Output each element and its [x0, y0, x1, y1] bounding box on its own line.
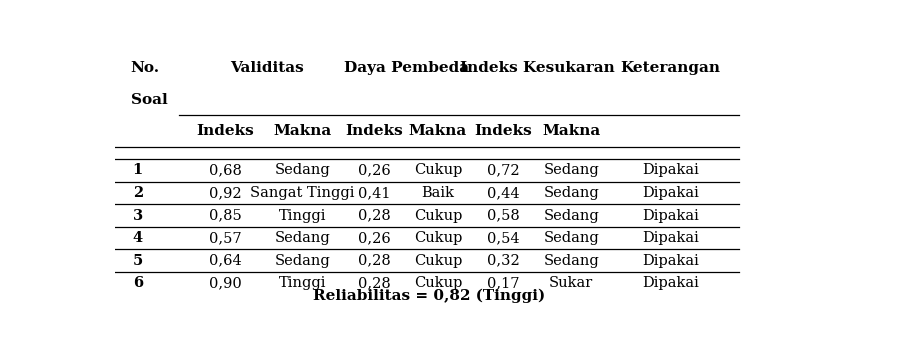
- Text: Dipakai: Dipakai: [641, 209, 698, 223]
- Text: Cukup: Cukup: [414, 164, 461, 177]
- Text: 0,17: 0,17: [487, 276, 519, 290]
- Text: 0,57: 0,57: [209, 231, 242, 245]
- Text: Cukup: Cukup: [414, 254, 461, 268]
- Text: Indeks: Indeks: [197, 124, 255, 138]
- Text: 0,90: 0,90: [209, 276, 242, 290]
- Text: Indeks Kesukaran: Indeks Kesukaran: [460, 61, 615, 75]
- Text: Makna: Makna: [273, 124, 331, 138]
- Text: 3: 3: [132, 209, 142, 223]
- Text: Baik: Baik: [421, 186, 454, 200]
- Text: 1: 1: [132, 164, 142, 177]
- Text: Sedang: Sedang: [543, 254, 598, 268]
- Text: Validitas: Validitas: [230, 61, 303, 75]
- Text: Keterangan: Keterangan: [619, 61, 720, 75]
- Text: 5: 5: [132, 254, 142, 268]
- Text: 0,44: 0,44: [487, 186, 519, 200]
- Text: Sedang: Sedang: [274, 231, 330, 245]
- Text: 0,85: 0,85: [209, 209, 242, 223]
- Text: 0,28: 0,28: [357, 276, 391, 290]
- Text: 0,64: 0,64: [209, 254, 242, 268]
- Text: Sedang: Sedang: [543, 231, 598, 245]
- Text: Cukup: Cukup: [414, 231, 461, 245]
- Text: Reliabilitas = 0,82 (Tinggi): Reliabilitas = 0,82 (Tinggi): [312, 289, 544, 303]
- Text: Makna: Makna: [541, 124, 600, 138]
- Text: Indeks: Indeks: [346, 124, 403, 138]
- Text: 0,58: 0,58: [487, 209, 519, 223]
- Text: Makna: Makna: [408, 124, 467, 138]
- Text: 0,26: 0,26: [357, 164, 391, 177]
- Text: Sedang: Sedang: [543, 209, 598, 223]
- Text: Tinggi: Tinggi: [278, 276, 325, 290]
- Text: Sedang: Sedang: [274, 164, 330, 177]
- Text: 0,32: 0,32: [487, 254, 519, 268]
- Text: Dipakai: Dipakai: [641, 254, 698, 268]
- Text: Sedang: Sedang: [543, 186, 598, 200]
- Text: Sedang: Sedang: [543, 164, 598, 177]
- Text: Soal: Soal: [130, 93, 167, 107]
- Text: 0,28: 0,28: [357, 209, 391, 223]
- Text: Dipakai: Dipakai: [641, 164, 698, 177]
- Text: 6: 6: [132, 276, 142, 290]
- Text: Indeks: Indeks: [474, 124, 532, 138]
- Text: 0,92: 0,92: [209, 186, 242, 200]
- Text: Sukar: Sukar: [549, 276, 593, 290]
- Text: Daya Pembeda: Daya Pembeda: [344, 61, 469, 75]
- Text: 0,28: 0,28: [357, 254, 391, 268]
- Text: Dipakai: Dipakai: [641, 186, 698, 200]
- Text: Tinggi: Tinggi: [278, 209, 325, 223]
- Text: Dipakai: Dipakai: [641, 231, 698, 245]
- Text: Sedang: Sedang: [274, 254, 330, 268]
- Text: Cukup: Cukup: [414, 276, 461, 290]
- Text: 2: 2: [132, 186, 142, 200]
- Text: 0,72: 0,72: [487, 164, 519, 177]
- Text: Sangat Tinggi: Sangat Tinggi: [250, 186, 354, 200]
- Text: Cukup: Cukup: [414, 209, 461, 223]
- Text: No.: No.: [130, 61, 160, 75]
- Text: Dipakai: Dipakai: [641, 276, 698, 290]
- Text: 0,41: 0,41: [357, 186, 391, 200]
- Text: 0,26: 0,26: [357, 231, 391, 245]
- Text: 0,54: 0,54: [487, 231, 519, 245]
- Text: 0,68: 0,68: [209, 164, 242, 177]
- Text: 4: 4: [132, 231, 142, 245]
